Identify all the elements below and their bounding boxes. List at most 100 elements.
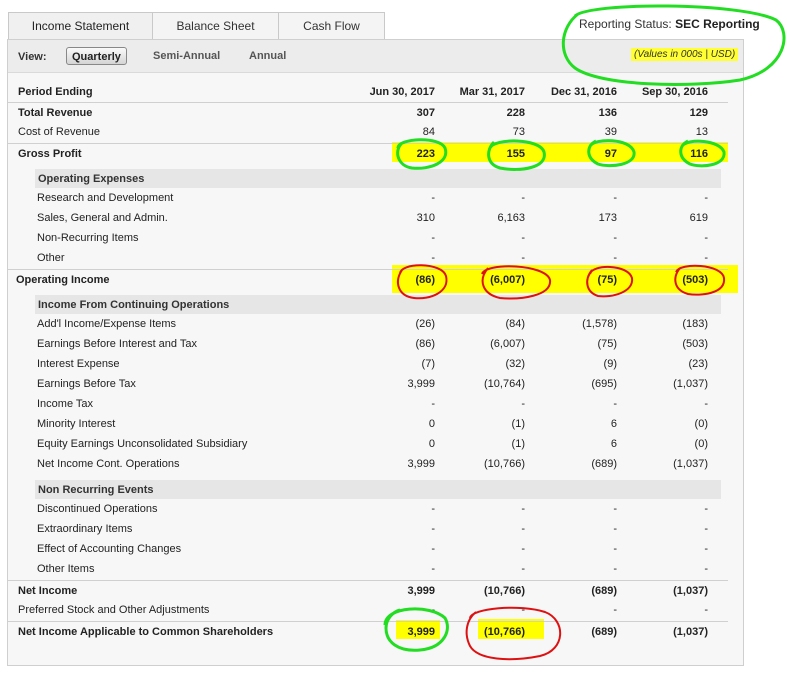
- row-label: Equity Earnings Unconsolidated Subsidiar…: [37, 438, 248, 450]
- row-label: Gross Profit: [18, 148, 82, 160]
- row-value: -: [704, 252, 708, 264]
- period-header: Sep 30, 2016: [641, 86, 708, 98]
- row-value: -: [431, 252, 435, 264]
- row-value: -: [613, 604, 617, 616]
- section-header: Income From Continuing Operations: [35, 295, 721, 314]
- row-value: 228: [506, 107, 525, 119]
- row-value: (695): [591, 378, 617, 390]
- row-value: -: [431, 543, 435, 555]
- row-label: Cost of Revenue: [18, 126, 100, 138]
- row-value: -: [521, 523, 525, 535]
- row-value: 307: [416, 107, 435, 119]
- row-value: (689): [591, 585, 617, 597]
- row-label: Interest Expense: [37, 358, 120, 370]
- row-value: (32): [505, 358, 525, 370]
- row-label: Non-Recurring Items: [37, 232, 139, 244]
- row-value: (0): [694, 438, 708, 450]
- table-row: Other Items - - - -: [8, 559, 728, 579]
- row-value: (1): [511, 438, 525, 450]
- row-value: (183): [682, 318, 708, 330]
- reporting-status: Reporting Status: SEC Reporting: [579, 17, 760, 31]
- row-value: (75): [597, 338, 617, 350]
- row-value: -: [704, 604, 708, 616]
- row-value: (7): [421, 358, 435, 370]
- view-quarterly-button[interactable]: Quarterly: [66, 47, 127, 65]
- table-row: Earnings Before Tax 3,999 (10,764) (695) (1,…: [8, 374, 728, 394]
- row-value: -: [431, 192, 435, 204]
- row-label: Add'l Income/Expense Items: [37, 318, 177, 330]
- row-value: -: [521, 252, 525, 264]
- row-value: -: [431, 563, 435, 575]
- row-value: (0): [694, 418, 708, 430]
- row-value: (1,037): [673, 458, 708, 470]
- table-row: Minority Interest 0 (1) 6 (0): [8, 414, 728, 434]
- row-value: -: [613, 252, 617, 264]
- period-ending-label: Period Ending: [18, 86, 93, 98]
- view-semi-annual-button[interactable]: Semi-Annual: [153, 50, 221, 62]
- row-value: -: [521, 192, 525, 204]
- row-value: 0: [428, 438, 435, 450]
- section-header-label: Income From Continuing Operations: [38, 299, 230, 311]
- table-header-row: Period Ending Jun 30, 2017 Mar 31, 2017 Dec…: [8, 82, 728, 102]
- row-label: Other: [37, 252, 65, 264]
- row-value: 223: [416, 148, 435, 160]
- table-row: Effect of Accounting Changes - - - -: [8, 539, 728, 559]
- row-value: (86): [415, 274, 435, 286]
- gross-profit-highlight: [392, 142, 728, 162]
- row-value: -: [613, 503, 617, 515]
- table-row: Discontinued Operations - - - -: [8, 499, 728, 519]
- row-value: -: [704, 523, 708, 535]
- row-value: 84: [422, 126, 435, 138]
- section-header: Operating Expenses: [35, 169, 721, 188]
- row-label: Other Items: [37, 563, 95, 575]
- row-value: (84): [505, 318, 525, 330]
- row-value: 13: [695, 126, 708, 138]
- row-value: (1,037): [673, 626, 708, 638]
- row-value: 3,999: [407, 626, 435, 638]
- row-value: (689): [591, 626, 617, 638]
- row-value: -: [431, 604, 435, 616]
- table-row: Non-Recurring Items - - - -: [8, 228, 728, 248]
- row-value: -: [704, 192, 708, 204]
- row-value: -: [613, 232, 617, 244]
- row-value: (75): [597, 274, 617, 286]
- row-value: (26): [415, 318, 435, 330]
- row-value: 3,999: [407, 458, 435, 470]
- row-value: (10,766): [484, 458, 525, 470]
- row-label: Income Tax: [37, 398, 94, 410]
- row-label: Earnings Before Tax: [37, 378, 136, 390]
- row-label: Net Income Cont. Operations: [37, 458, 180, 470]
- period-header: Mar 31, 2017: [459, 86, 525, 98]
- row-label: Minority Interest: [37, 418, 116, 430]
- period-header: Dec 31, 2016: [550, 86, 617, 98]
- row-value: -: [613, 563, 617, 575]
- row-label: Total Revenue: [18, 107, 93, 119]
- row-value: 6,163: [497, 212, 525, 224]
- row-value: 129: [689, 107, 708, 119]
- row-value: 619: [689, 212, 708, 224]
- view-annual-button[interactable]: Annual: [249, 50, 287, 62]
- tab-balance-sheet[interactable]: Balance Sheet: [152, 12, 279, 39]
- row-value: 173: [598, 212, 617, 224]
- row-value: -: [431, 503, 435, 515]
- table-row: Net Income 3,999 (10,766) (689) (1,037): [8, 580, 728, 601]
- row-label: Discontinued Operations: [37, 503, 158, 515]
- section-header-label: Non Recurring Events: [38, 484, 154, 496]
- table-row: Interest Expense (7) (32) (9) (23): [8, 354, 728, 374]
- row-value: -: [431, 398, 435, 410]
- row-value: (6,007): [490, 338, 525, 350]
- tab-cash-flow[interactable]: Cash Flow: [278, 12, 385, 39]
- row-label: Net Income Applicable to Common Sharehol…: [18, 626, 274, 638]
- row-value: -: [521, 543, 525, 555]
- table-row: Research and Development - - - -: [8, 188, 728, 208]
- row-value: (503): [682, 338, 708, 350]
- view-label: View:: [18, 51, 47, 63]
- row-value: (10,766): [484, 626, 525, 638]
- row-value: 73: [512, 126, 525, 138]
- tab-income-statement[interactable]: Income Statement: [8, 12, 153, 40]
- row-value: 97: [604, 148, 617, 160]
- table-row: Preferred Stock and Other Adjustments - - -…: [8, 600, 728, 620]
- row-value: (10,766): [484, 585, 525, 597]
- row-value: (86): [415, 338, 435, 350]
- table-row: Cost of Revenue 84 73 39 13: [8, 122, 728, 142]
